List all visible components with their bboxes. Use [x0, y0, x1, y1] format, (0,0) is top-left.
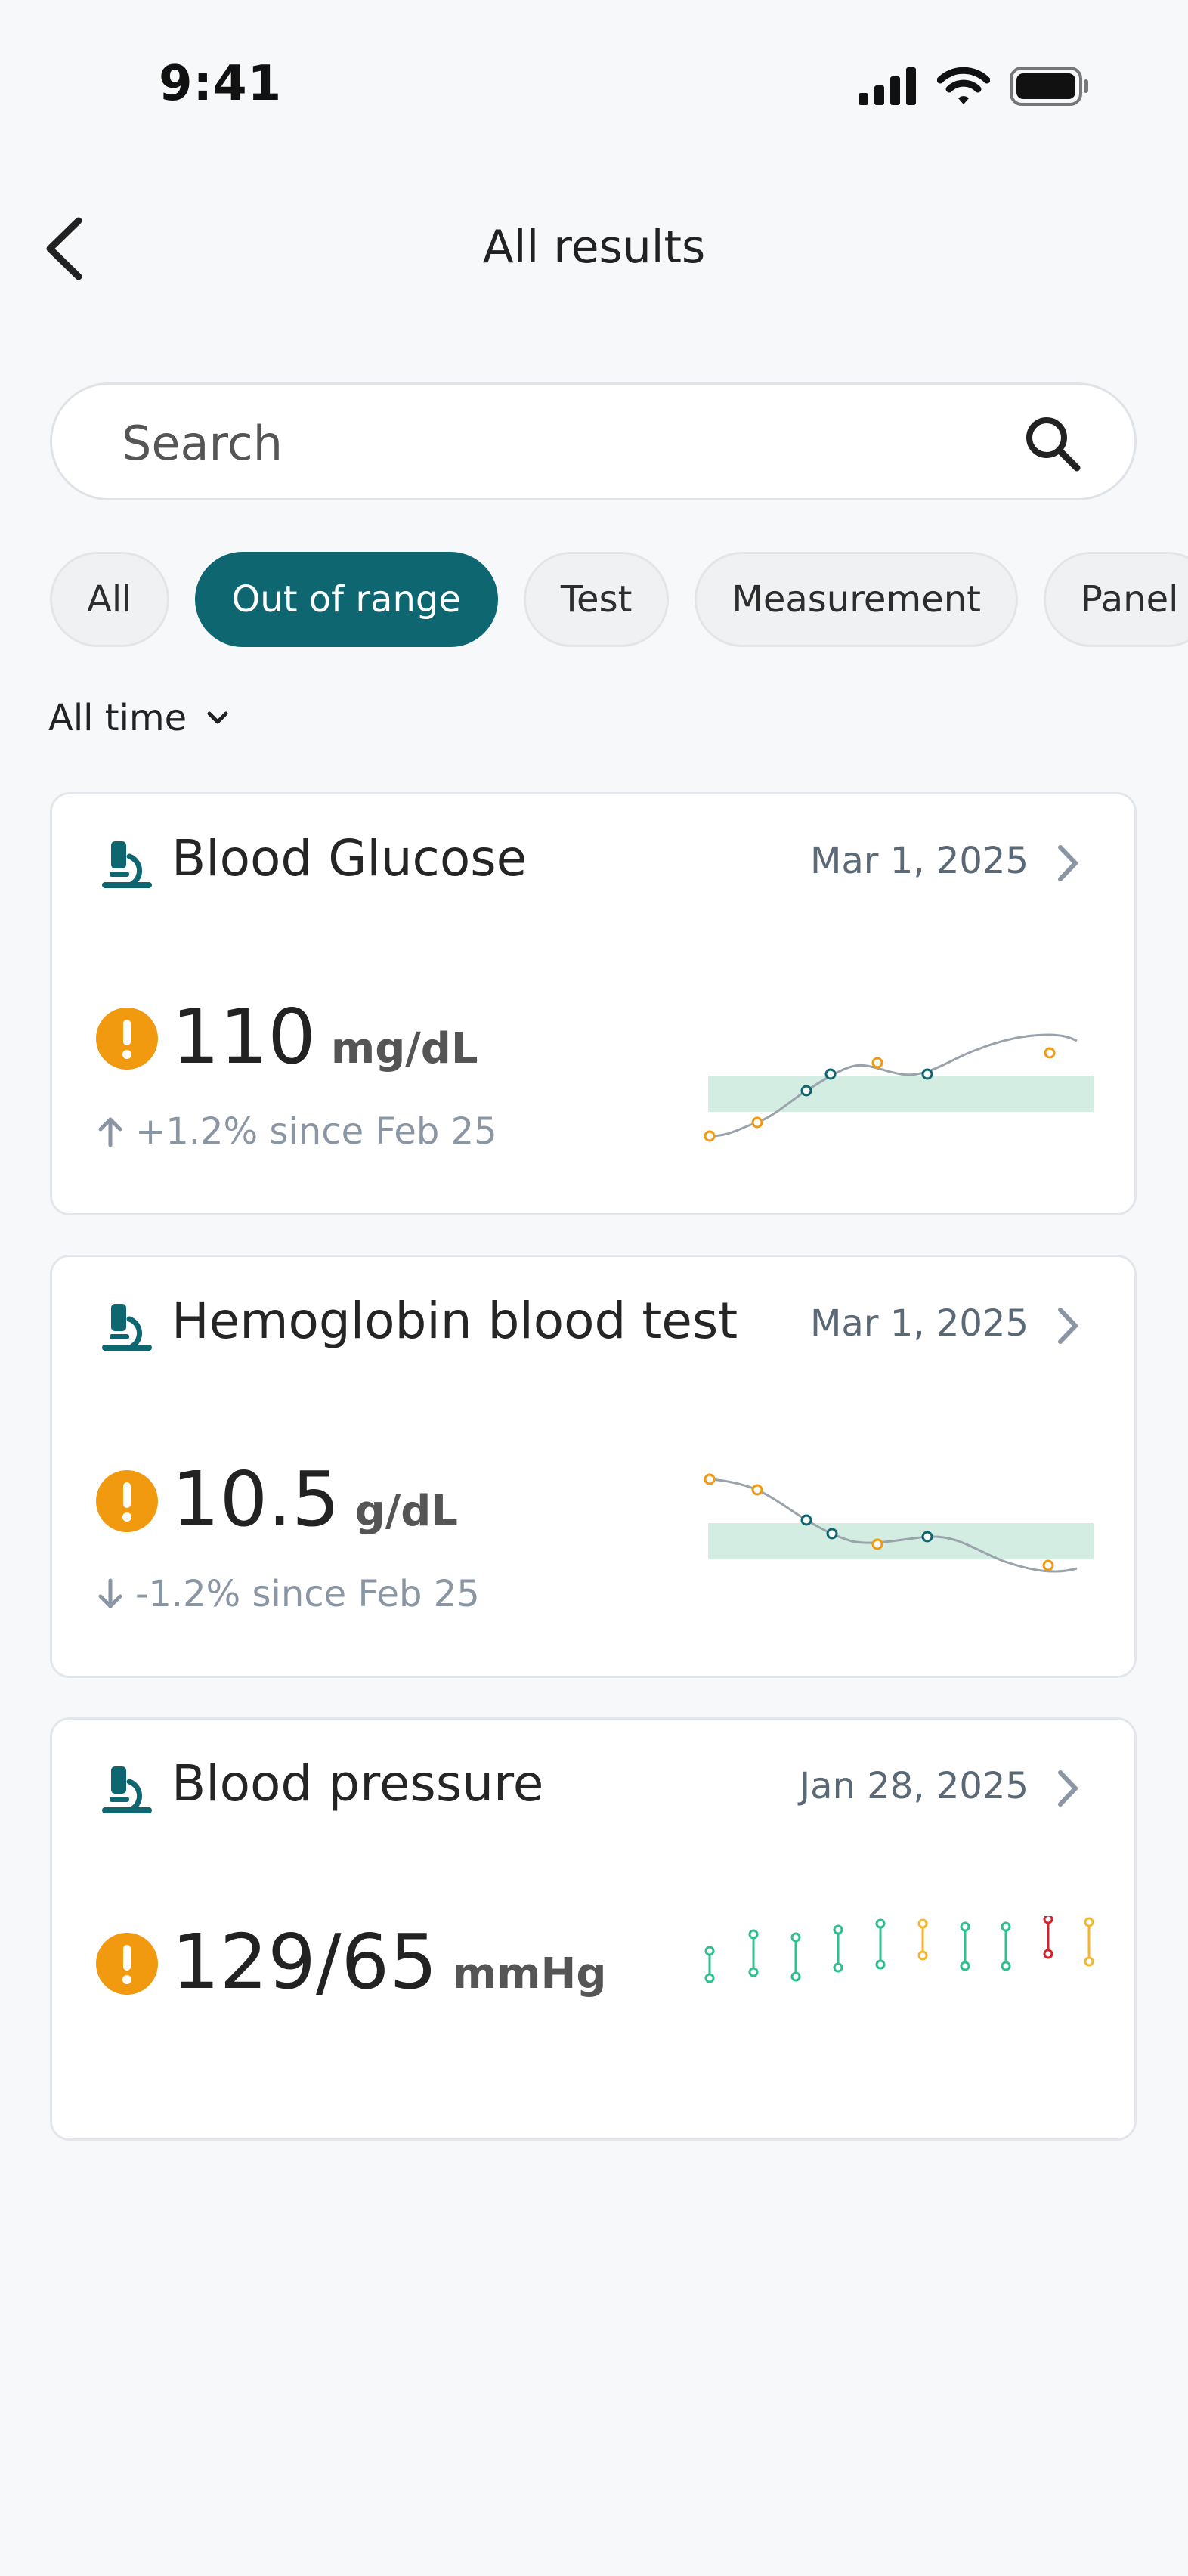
chip-measurement[interactable]: Measurement — [695, 552, 1018, 647]
chevron-left-icon — [46, 217, 82, 280]
warning-icon — [96, 1008, 158, 1070]
microscope-icon — [102, 1304, 152, 1351]
arrow-down-icon — [98, 1578, 122, 1608]
result-card-blood-pressure[interactable]: Blood pressure Jan 28, 2025 129/65 mmHg — [50, 1717, 1137, 2141]
bp-reading — [1001, 1921, 1011, 1971]
data-point — [1042, 1559, 1054, 1571]
result-value: 129/65 — [172, 1918, 438, 2006]
data-point — [871, 1538, 883, 1550]
search-bar[interactable] — [50, 382, 1137, 500]
chevron-down-icon — [207, 711, 228, 724]
result-card-hemoglobin[interactable]: Hemoglobin blood test Mar 1, 2025 10.5 g… — [50, 1255, 1137, 1678]
result-date: Mar 1, 2025 — [809, 840, 1029, 882]
bp-reading — [917, 1918, 928, 1961]
bp-reading — [960, 1921, 970, 1971]
chip-all[interactable]: All — [50, 552, 169, 647]
warning-icon — [96, 1470, 158, 1532]
trend-sparkline — [704, 1473, 1094, 1573]
microscope-icon — [102, 841, 152, 888]
result-title: Hemoglobin blood test — [172, 1292, 738, 1350]
time-range-label: All time — [48, 697, 187, 739]
back-button[interactable] — [42, 215, 88, 283]
chevron-right-icon — [1058, 845, 1078, 881]
data-point — [704, 1473, 716, 1485]
trend-text: +1.2% since Feb 25 — [135, 1110, 497, 1153]
chip-test[interactable]: Test — [523, 552, 670, 647]
result-value-row: 110 mg/dL — [172, 992, 478, 1081]
result-value: 10.5 — [172, 1455, 340, 1543]
bp-reading — [748, 1929, 759, 1977]
wifi-icon — [937, 67, 990, 104]
data-point — [800, 1085, 812, 1097]
data-point — [871, 1057, 883, 1069]
trend-text: -1.2% since Feb 25 — [135, 1573, 480, 1615]
data-point — [1044, 1047, 1056, 1059]
result-value-row: 129/65 mmHg — [172, 1918, 606, 2006]
data-point — [824, 1068, 837, 1080]
data-point — [921, 1068, 933, 1080]
data-point — [921, 1531, 933, 1543]
trend-line — [709, 1033, 1078, 1138]
result-value: 110 — [172, 992, 316, 1081]
result-date: Jan 28, 2025 — [800, 1765, 1029, 1807]
data-point — [826, 1528, 838, 1540]
normal-range-band — [708, 1076, 1094, 1112]
bp-reading — [1084, 1917, 1094, 1967]
time-range-dropdown[interactable]: All time — [48, 697, 229, 739]
result-date: Mar 1, 2025 — [809, 1302, 1029, 1345]
signal-icon — [859, 67, 916, 105]
chip-out-of-range[interactable]: Out of range — [194, 552, 498, 647]
bp-reading — [833, 1924, 843, 1973]
result-title: Blood pressure — [172, 1754, 544, 1813]
data-point — [800, 1514, 812, 1526]
trend-info: +1.2% since Feb 25 — [96, 1110, 497, 1153]
trend-sparkline — [704, 1033, 1094, 1142]
page-title: All results — [482, 221, 706, 274]
chevron-right-icon — [1058, 1770, 1078, 1807]
bp-reading — [1043, 1916, 1053, 1959]
warning-icon — [96, 1933, 158, 1995]
status-time: 9:41 — [159, 56, 283, 112]
search-icon[interactable] — [1024, 415, 1081, 472]
battery-icon — [1010, 67, 1088, 106]
result-unit: g/dL — [354, 1487, 458, 1536]
data-point — [751, 1484, 763, 1496]
filter-chips: All Out of range Test Measurement Panel — [50, 552, 1188, 647]
bp-reading — [790, 1932, 801, 1982]
microscope-icon — [102, 1766, 152, 1813]
chevron-right-icon — [1058, 1308, 1078, 1344]
result-card-blood-glucose[interactable]: Blood Glucose Mar 1, 2025 110 mg/dL +1.2… — [50, 792, 1137, 1215]
bp-range-chart — [704, 1916, 1094, 1983]
result-unit: mmHg — [452, 1949, 607, 1999]
result-unit: mg/dL — [330, 1024, 478, 1073]
search-input[interactable] — [120, 406, 1015, 480]
data-point — [751, 1116, 763, 1129]
normal-range-band — [708, 1523, 1094, 1559]
bp-reading — [704, 1946, 715, 1983]
bp-reading — [875, 1918, 886, 1970]
chip-panel[interactable]: Panel — [1043, 552, 1188, 647]
result-title: Blood Glucose — [172, 829, 527, 887]
status-icons — [859, 67, 1090, 106]
arrow-up-icon — [98, 1117, 122, 1147]
trend-info: -1.2% since Feb 25 — [96, 1573, 480, 1615]
data-point — [704, 1130, 716, 1142]
result-value-row: 10.5 g/dL — [172, 1455, 458, 1543]
